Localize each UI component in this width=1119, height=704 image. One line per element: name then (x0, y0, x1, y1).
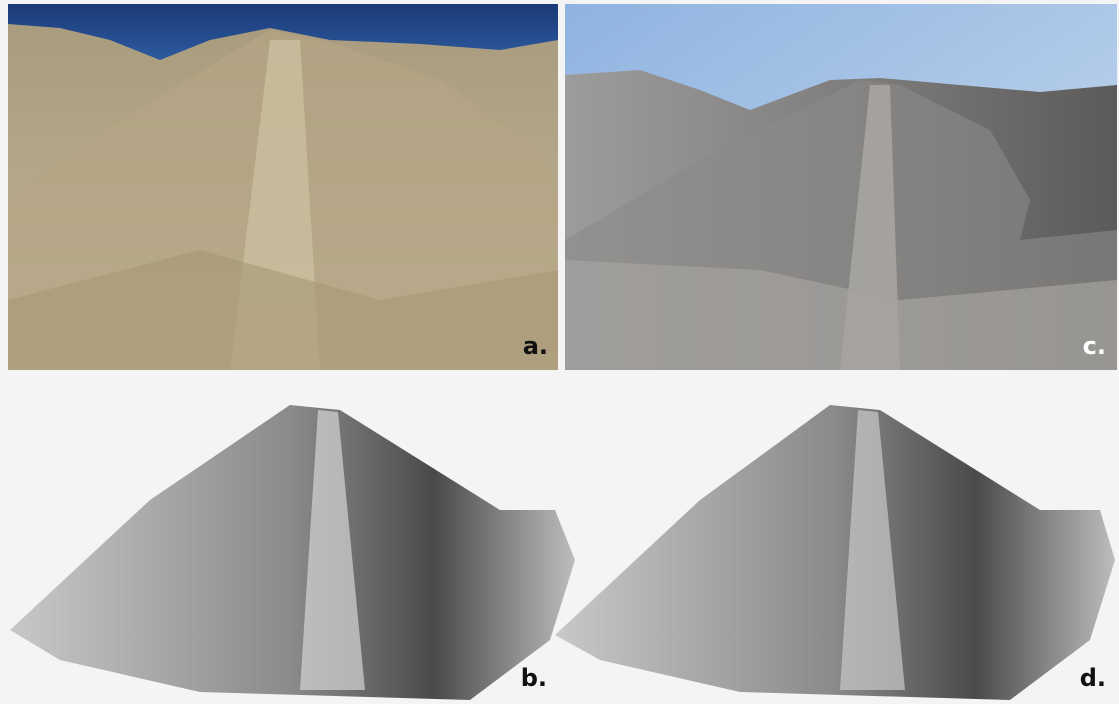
panel-c: c. (565, 4, 1117, 370)
panel-label: a. (523, 332, 548, 360)
panel-a: a. (8, 4, 558, 370)
panel-d: d. (555, 405, 1115, 700)
figure: a. c. b. d. (0, 0, 1119, 704)
render-b (10, 405, 575, 700)
panel-label: d. (1080, 664, 1106, 692)
render-d (555, 405, 1115, 700)
panel-label: c. (1083, 332, 1106, 360)
panel-b: b. (10, 405, 575, 700)
panel-label: b. (521, 664, 547, 692)
page: a. c. b. d. (() => { const data = JSON.p… (0, 0, 1119, 704)
